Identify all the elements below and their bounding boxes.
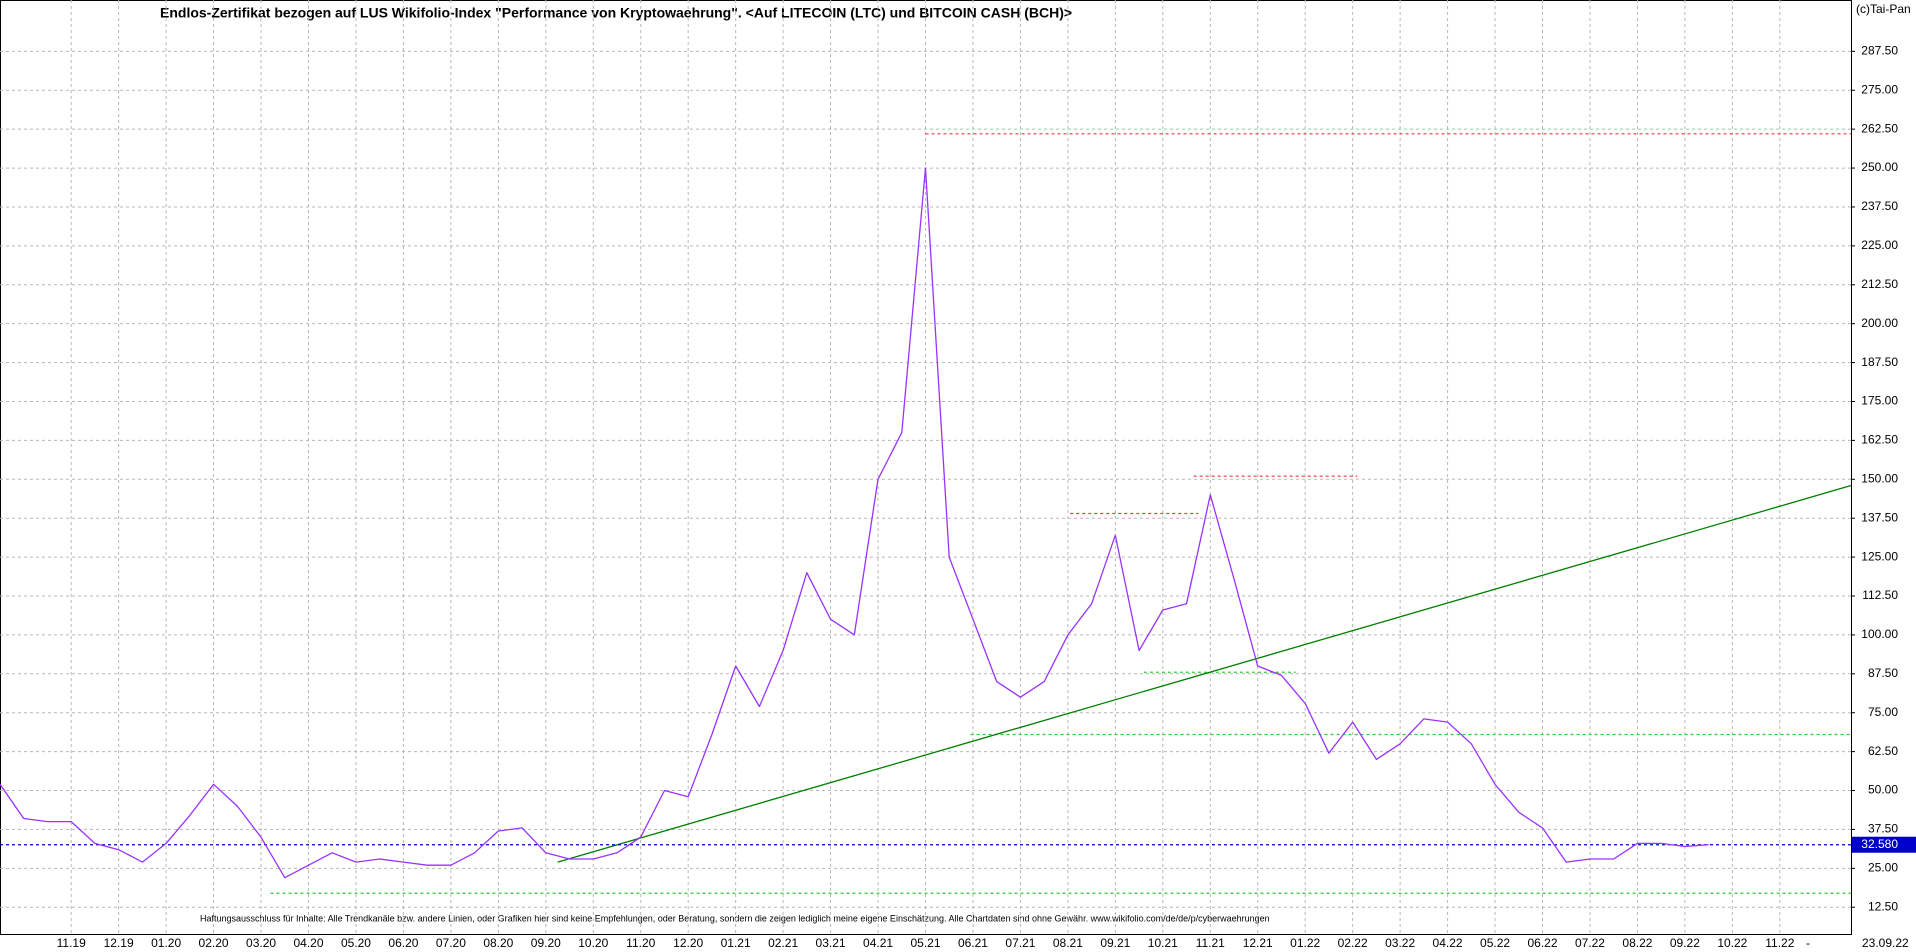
x-tick-label: 01.20 bbox=[151, 936, 181, 950]
x-tick-label: 08.21 bbox=[1053, 936, 1083, 950]
x-tick-label: 12.21 bbox=[1243, 936, 1273, 950]
y-tick-label: 162.50 bbox=[1861, 433, 1898, 447]
y-tick-label: 275.00 bbox=[1861, 82, 1898, 96]
x-tick-label: 10.21 bbox=[1148, 936, 1178, 950]
x-tick-label: 01.22 bbox=[1290, 936, 1320, 950]
x-tick-label: 05.22 bbox=[1480, 936, 1510, 950]
x-tick-label: 06.21 bbox=[958, 936, 988, 950]
y-tick-label: 37.50 bbox=[1868, 822, 1898, 836]
y-tick-label: 237.50 bbox=[1861, 199, 1898, 213]
chart-title: Endlos-Zertifikat bezogen auf LUS Wikifo… bbox=[160, 5, 1072, 21]
axis-end: - bbox=[1806, 936, 1810, 950]
x-tick-label: 03.22 bbox=[1385, 936, 1415, 950]
y-tick-label: 262.50 bbox=[1861, 121, 1898, 135]
copyright: (c)Tai-Pan bbox=[1856, 2, 1911, 16]
x-tick-label: 11.19 bbox=[57, 936, 86, 950]
x-tick-label: 10.22 bbox=[1717, 936, 1747, 950]
x-tick-label: 02.21 bbox=[768, 936, 798, 950]
x-tick-label: 09.21 bbox=[1100, 936, 1130, 950]
x-tick-label: 10.20 bbox=[578, 936, 608, 950]
x-tick-label: 03.21 bbox=[816, 936, 846, 950]
x-tick-label: 05.21 bbox=[910, 936, 940, 950]
y-tick-label: 100.00 bbox=[1861, 627, 1898, 641]
y-tick-label: 200.00 bbox=[1861, 316, 1898, 330]
y-tick-label: 150.00 bbox=[1861, 471, 1898, 485]
date-label: 23.09.22 bbox=[1862, 936, 1909, 950]
y-tick-label: 50.00 bbox=[1868, 783, 1898, 797]
y-tick-label: 212.50 bbox=[1861, 277, 1898, 291]
y-tick-label: 225.00 bbox=[1861, 238, 1898, 252]
y-tick-label: 250.00 bbox=[1861, 160, 1898, 174]
x-tick-label: 12.20 bbox=[673, 936, 703, 950]
x-tick-label: 03.20 bbox=[246, 936, 276, 950]
trend-line bbox=[557, 484, 1852, 863]
x-tick-label: 01.21 bbox=[721, 936, 751, 950]
y-tick-label: 12.50 bbox=[1868, 899, 1898, 913]
x-tick-label: 11.20 bbox=[626, 936, 655, 950]
x-tick-label: 08.22 bbox=[1622, 936, 1652, 950]
disclaimer: Haftungsausschluss für Inhalte: Alle Tre… bbox=[200, 913, 1270, 923]
y-tick-label: 287.50 bbox=[1861, 44, 1898, 58]
x-tick-label: 06.22 bbox=[1527, 936, 1557, 950]
y-tick-label: 62.50 bbox=[1868, 744, 1898, 758]
y-tick-label: 25.00 bbox=[1868, 861, 1898, 875]
x-tick-label: 04.20 bbox=[293, 936, 323, 950]
x-tick-label: 08.20 bbox=[483, 936, 513, 950]
y-tick-label: 187.50 bbox=[1861, 355, 1898, 369]
x-tick-label: 11.21 bbox=[1196, 936, 1225, 950]
y-tick-label: 112.50 bbox=[1862, 588, 1898, 602]
last-value-box bbox=[1852, 836, 1916, 853]
y-tick-label: 175.00 bbox=[1861, 394, 1898, 408]
x-tick-label: 04.21 bbox=[863, 936, 893, 950]
last-value-label: 32.580 bbox=[1861, 837, 1898, 851]
y-tick-label: 137.50 bbox=[1861, 510, 1898, 524]
y-tick-label: 125.00 bbox=[1861, 549, 1898, 563]
x-tick-label: 07.22 bbox=[1575, 936, 1605, 950]
x-tick-label: 06.20 bbox=[388, 936, 418, 950]
y-tick-label: 87.50 bbox=[1868, 666, 1898, 680]
x-tick-label: 05.20 bbox=[341, 936, 371, 950]
price-line bbox=[0, 167, 1709, 879]
x-tick-label: 09.22 bbox=[1670, 936, 1700, 950]
y-tick-label: 75.00 bbox=[1868, 705, 1898, 719]
x-tick-label: 09.20 bbox=[531, 936, 561, 950]
x-tick-label: 12.19 bbox=[104, 936, 134, 950]
x-tick-label: 02.22 bbox=[1338, 936, 1368, 950]
x-tick-label: 04.22 bbox=[1433, 936, 1463, 950]
x-tick-label: 11.22 bbox=[1765, 936, 1794, 950]
x-tick-label: 07.20 bbox=[436, 936, 466, 950]
x-tick-label: 07.21 bbox=[1005, 936, 1035, 950]
x-tick-label: 02.20 bbox=[199, 936, 229, 950]
